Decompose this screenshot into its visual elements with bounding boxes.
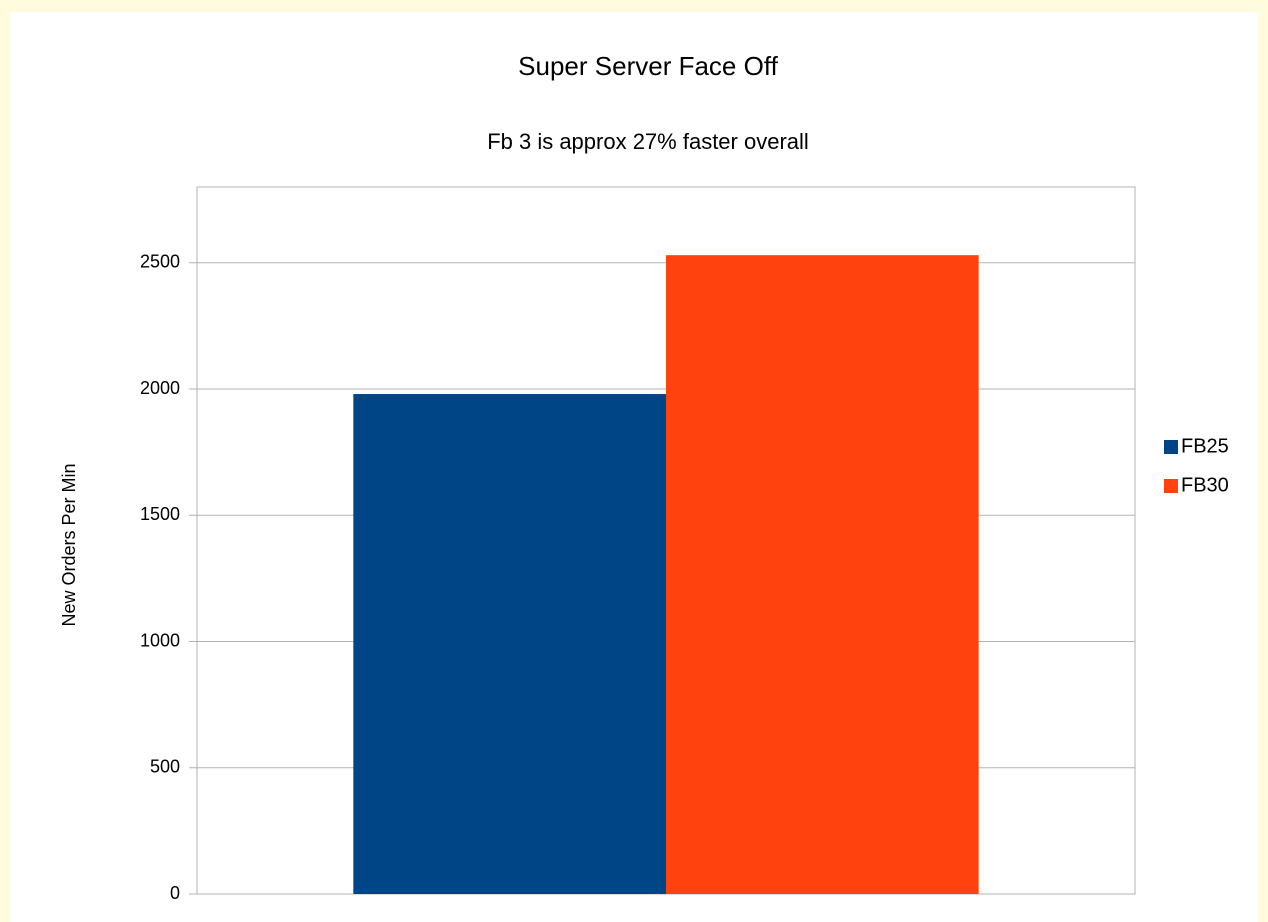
y-axis-label: New Orders Per Min — [59, 463, 79, 626]
y-tick-label: 1500 — [140, 504, 180, 524]
y-tick-label: 2000 — [140, 378, 180, 398]
y-tick-label: 2500 — [140, 252, 180, 272]
legend-label: FB30 — [1181, 474, 1229, 496]
chart-title: Super Server Face Off — [518, 51, 778, 81]
legend-label: FB25 — [1181, 435, 1229, 457]
bar — [353, 394, 666, 894]
y-tick-label: 0 — [170, 883, 180, 903]
bar — [666, 255, 979, 895]
y-tick-label: 500 — [150, 757, 180, 777]
legend-swatch — [1164, 479, 1178, 493]
chart-subtitle: Fb 3 is approx 27% faster overall — [487, 129, 809, 154]
y-tick-label: 1000 — [140, 630, 180, 650]
legend-swatch — [1164, 440, 1178, 454]
